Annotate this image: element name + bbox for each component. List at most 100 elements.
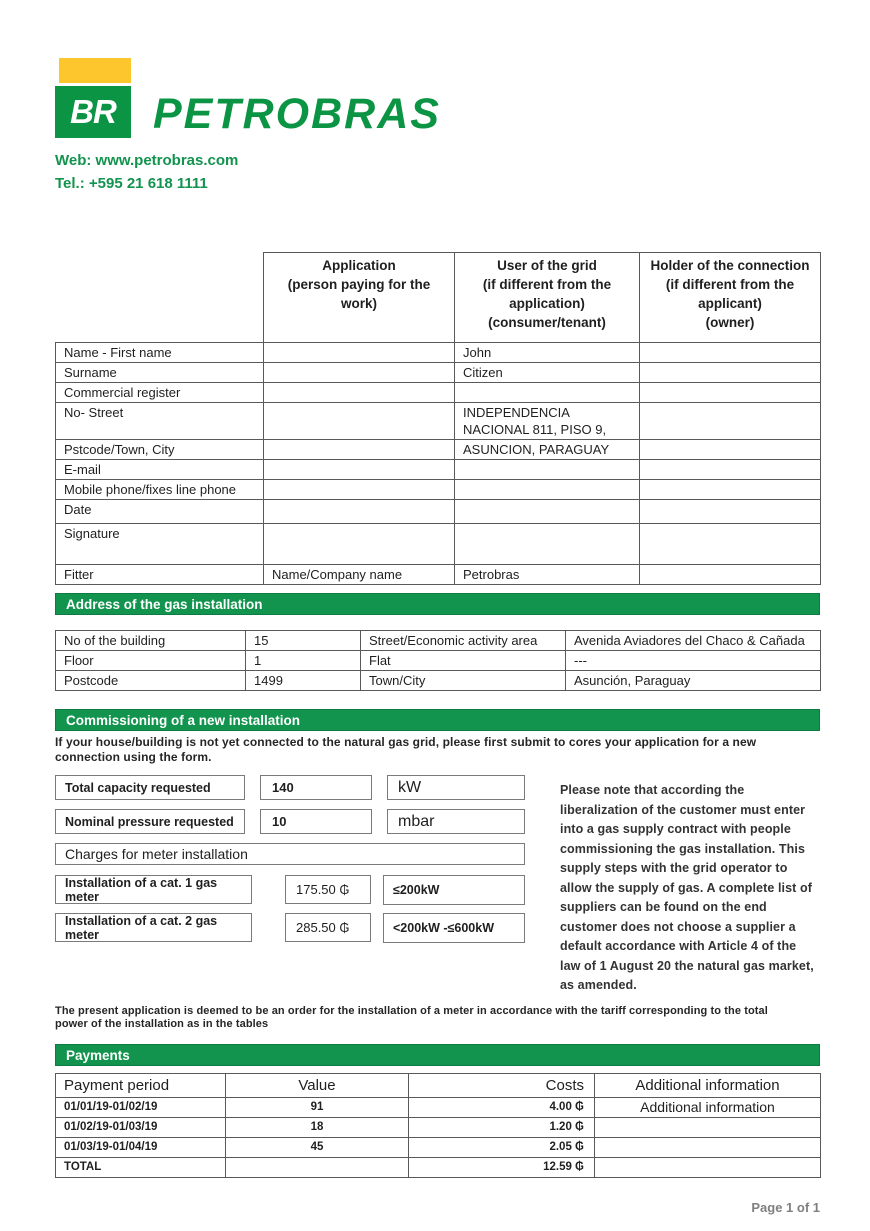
address-table-body: No of the building 15 Street/Economic acti… bbox=[55, 630, 821, 691]
table-cell bbox=[454, 459, 640, 480]
table-cell bbox=[454, 523, 640, 565]
commissioning-intro: If your house/building is not yet connec… bbox=[55, 735, 757, 764]
table-cell: Name - First name bbox=[55, 342, 264, 363]
cat1-meter-range: ≤200kW bbox=[383, 875, 525, 905]
section-header-address: Address of the gas installation bbox=[55, 593, 820, 615]
table-cell: 91 bbox=[225, 1096, 409, 1118]
cat1-meter-price: 175.50 ₲ bbox=[285, 875, 371, 904]
applicant-table-header: Application (person paying for the work)… bbox=[56, 252, 821, 343]
table-cell bbox=[263, 382, 455, 403]
table-cell: ASUNCION, PARAGUAY bbox=[454, 439, 640, 460]
payments-table-header: Payment period Value Costs Additional infor… bbox=[55, 1072, 821, 1098]
charges-title-box: Charges for meter installation bbox=[55, 843, 525, 865]
logo-br-mark: BR bbox=[55, 86, 131, 138]
table-cell: Street/Economic activity area bbox=[360, 630, 566, 651]
table-cell: Petrobras bbox=[454, 564, 640, 585]
table-cell: 4.00 ₲ bbox=[408, 1096, 595, 1118]
table-cell: Signature bbox=[55, 523, 264, 565]
table-row: E-mail bbox=[55, 459, 821, 480]
header-row: Application (person paying for the work)… bbox=[56, 252, 821, 343]
page-number: Page 1 of 1 bbox=[751, 1199, 820, 1215]
table-cell bbox=[263, 479, 455, 500]
column-header: Application (person paying for the work) bbox=[263, 252, 455, 343]
table-cell bbox=[639, 362, 821, 383]
column-header: Holder of the connection (if different f… bbox=[639, 252, 821, 343]
applicant-table: Application (person paying for the work)… bbox=[55, 252, 821, 585]
capacity-label: Total capacity requested bbox=[55, 775, 245, 800]
table-cell: Fitter bbox=[55, 564, 264, 585]
table-cell bbox=[263, 523, 455, 565]
column-header: Costs bbox=[408, 1072, 595, 1098]
table-cell: 01/01/19-01/02/19 bbox=[55, 1096, 226, 1118]
table-cell bbox=[639, 523, 821, 565]
table-row: Signature bbox=[55, 523, 821, 565]
table-cell bbox=[639, 459, 821, 480]
capacity-value-field: 140 bbox=[260, 775, 372, 800]
pressure-value-field: 10 bbox=[260, 809, 372, 834]
cat2-meter-price: 285.50 ₲ bbox=[285, 913, 371, 942]
table-cell bbox=[639, 564, 821, 585]
table-cell bbox=[454, 479, 640, 500]
table-cell: 01/02/19-01/03/19 bbox=[55, 1116, 226, 1138]
table-row: TOTAL 12.59 ₲ bbox=[55, 1156, 821, 1178]
table-row: 01/02/19-01/03/19 18 1.20 ₲ bbox=[55, 1116, 821, 1138]
column-header: User of the grid (if different from the … bbox=[454, 252, 640, 343]
table-cell: 1499 bbox=[245, 670, 361, 691]
table-cell bbox=[454, 382, 640, 403]
table-row: Date bbox=[55, 499, 821, 524]
cat2-meter-label: Installation of a cat. 2 gas meter bbox=[55, 913, 252, 942]
table-cell bbox=[594, 1136, 821, 1158]
table-cell: 18 bbox=[225, 1116, 409, 1138]
section-header-commissioning: Commissioning of a new installation bbox=[55, 709, 820, 731]
table-row: Commercial register bbox=[55, 382, 821, 403]
table-cell bbox=[639, 382, 821, 403]
table-cell: Town/City bbox=[360, 670, 566, 691]
table-cell: Additional information bbox=[594, 1096, 821, 1118]
table-cell: 2.05 ₲ bbox=[408, 1136, 595, 1158]
table-cell bbox=[639, 439, 821, 460]
table-cell: 15 bbox=[245, 630, 361, 651]
table-cell bbox=[639, 499, 821, 524]
website-line: Web: www.petrobras.com bbox=[55, 152, 239, 169]
table-cell: TOTAL bbox=[55, 1156, 226, 1178]
form-fields-column: Total capacity requested 140 kW Nominal … bbox=[55, 775, 525, 996]
table-row: 01/03/19-01/04/19 45 2.05 ₲ bbox=[55, 1136, 821, 1158]
cat1-meter-label: Installation of a cat. 1 gas meter bbox=[55, 875, 252, 904]
table-cell: INDEPENDENCIA NACIONAL 811, PISO 9, bbox=[454, 402, 640, 440]
table-cell bbox=[263, 342, 455, 363]
payments-table-body: 01/01/19-01/02/19 91 4.00 ₲ Additional info… bbox=[55, 1096, 821, 1178]
table-cell bbox=[263, 499, 455, 524]
table-cell bbox=[454, 499, 640, 524]
table-cell bbox=[594, 1156, 821, 1178]
table-cell: Date bbox=[55, 499, 264, 524]
cat1-meter-row: Installation of a cat. 1 gas meter 175.5… bbox=[55, 875, 525, 905]
table-cell bbox=[225, 1156, 409, 1178]
header-row: Payment period Value Costs Additional infor… bbox=[55, 1072, 821, 1098]
contact-block: Web: www.petrobras.com Tel.: +595 21 618… bbox=[55, 149, 820, 195]
table-cell bbox=[639, 342, 821, 363]
table-cell bbox=[263, 402, 455, 440]
column-header: Additional information bbox=[594, 1072, 821, 1098]
table-cell: Flat bbox=[360, 650, 566, 671]
petrobras-wordmark: PETROBRAS bbox=[153, 90, 441, 138]
column-header: Value bbox=[225, 1072, 409, 1098]
table-cell: --- bbox=[565, 650, 821, 671]
table-cell: Asunción, Paraguay bbox=[565, 670, 821, 691]
table-cell: 01/03/19-01/04/19 bbox=[55, 1136, 226, 1158]
pressure-row: Nominal pressure requested 10 mbar bbox=[55, 809, 525, 834]
table-row: 01/01/19-01/02/19 91 4.00 ₲ Additional info… bbox=[55, 1096, 821, 1118]
table-cell bbox=[263, 459, 455, 480]
document-page: BR PETROBRAS Web: www.petrobras.com Tel.… bbox=[55, 58, 821, 1215]
table-cell: Mobile phone/fixes line phone bbox=[55, 479, 264, 500]
petrobras-logo: BR bbox=[55, 58, 131, 138]
table-row: Postcode 1499 Town/City Asunción, Paraguay bbox=[55, 670, 821, 691]
table-cell: No of the building bbox=[55, 630, 246, 651]
table-cell: Commercial register bbox=[55, 382, 264, 403]
table-cell: Citizen bbox=[454, 362, 640, 383]
table-cell bbox=[639, 479, 821, 500]
liberalization-note: Please note that according the liberaliz… bbox=[560, 783, 814, 992]
section-header-payments: Payments bbox=[55, 1043, 820, 1066]
table-cell bbox=[263, 362, 455, 383]
table-row: Name - First name John bbox=[55, 342, 821, 363]
cat2-meter-range: <200kW -≤600kW bbox=[383, 913, 525, 943]
